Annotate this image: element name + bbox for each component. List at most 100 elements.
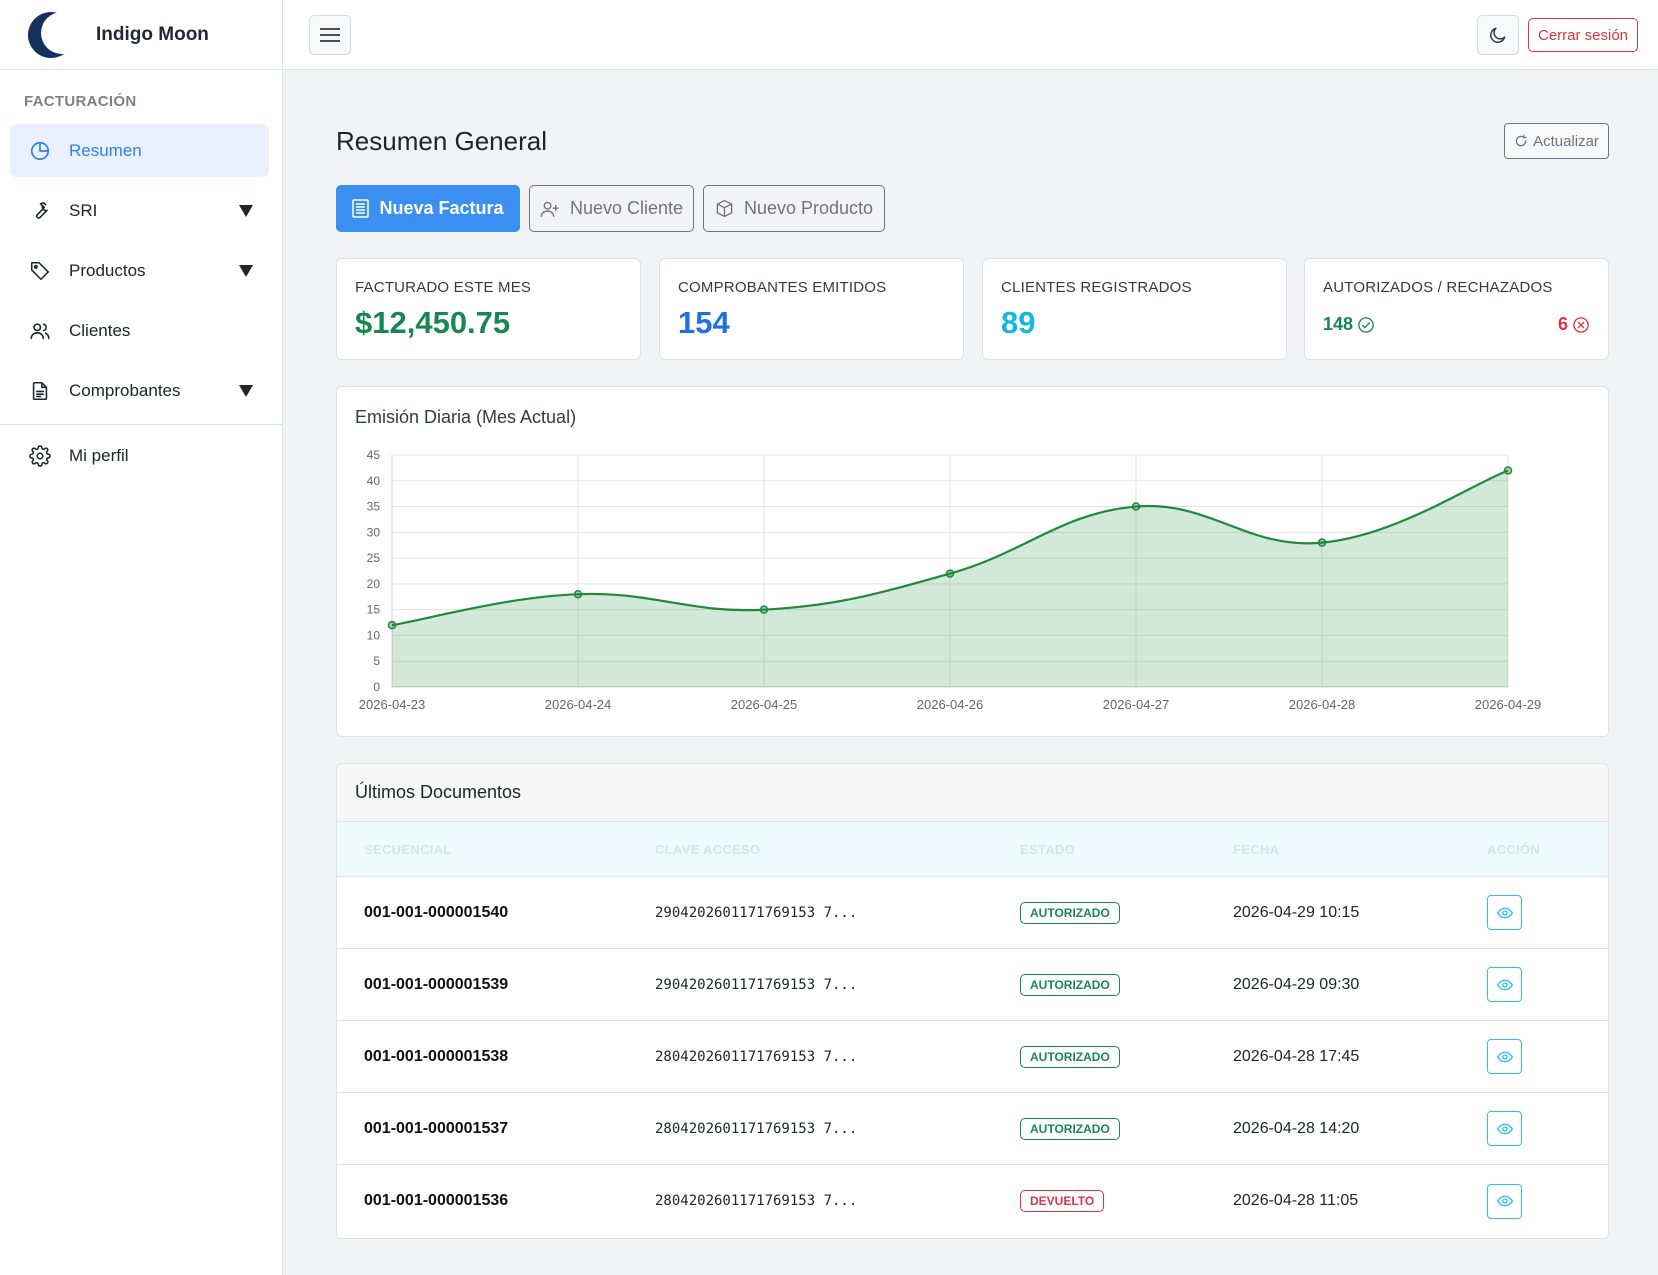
row-seq: 001-001-000001539	[364, 975, 509, 993]
stat-label: CLIENTES REGISTRADOS	[1001, 279, 1192, 296]
sidebar-item-resumen[interactable]: Resumen	[10, 124, 269, 177]
row-seq: 001-001-000001540	[364, 903, 509, 921]
view-button[interactable]	[1487, 895, 1522, 930]
table-row: 001-001-000001539 2904202601171769153 7.…	[337, 949, 1608, 1021]
page-title: Resumen General	[336, 126, 547, 156]
stat-card-issued: COMPROBANTES EMITIDOS 154	[659, 258, 964, 360]
new-product-button[interactable]: Nuevo Producto	[703, 185, 885, 232]
table-header: SECUENCIAL CLAVE ACCESO ESTADO FECHA ACC…	[337, 822, 1608, 877]
menu-toggle-button[interactable]	[309, 15, 351, 55]
caret-down-icon	[239, 204, 253, 217]
data-point	[945, 569, 955, 578]
header-key: CLAVE ACCESO	[655, 841, 761, 857]
row-seq: 001-001-000001538	[364, 1047, 509, 1065]
y-tick-label: 5	[373, 654, 380, 668]
x-tick-label: 2026-04-28	[1289, 697, 1356, 712]
row-seq: 001-001-000001536	[364, 1192, 509, 1209]
sidebar-item-label: Resumen	[69, 140, 142, 160]
view-button[interactable]	[1487, 1183, 1522, 1219]
stat-value: 89	[1001, 305, 1036, 340]
y-tick-label: 25	[367, 551, 381, 565]
x-tick-label: 2026-04-25	[731, 697, 798, 712]
new-product-label: Nuevo Producto	[743, 198, 874, 218]
table-row: 001-001-000001538 2804202601171769153 7.…	[337, 1021, 1608, 1093]
y-tick-label: 45	[367, 448, 381, 462]
table-row: 001-001-000001540 2904202601171769153 7.…	[337, 877, 1608, 949]
brand-name: Indigo Moon	[96, 23, 209, 45]
x-tick-label: 2026-04-29	[1475, 697, 1542, 712]
row-key: 2804202601171769153 7...	[655, 1048, 858, 1065]
y-tick-label: 30	[367, 525, 381, 539]
y-tick-label: 15	[367, 603, 381, 617]
chart-card: Emisión Diaria (Mes Actual) 0 5 10 15 20 25 30…	[336, 386, 1609, 737]
pie-chart-icon	[27, 138, 53, 164]
moon-logo-icon	[26, 10, 76, 60]
x-circle-icon	[1573, 316, 1589, 333]
sidebar-item-productos[interactable]: Productos	[10, 244, 269, 297]
row-key: 2804202601171769153 7...	[655, 1120, 858, 1137]
data-point	[1317, 538, 1327, 547]
header-status: ESTADO	[1020, 841, 1076, 857]
box-icon	[716, 199, 733, 218]
header-seq: SECUENCIAL	[364, 841, 452, 857]
view-button[interactable]	[1487, 1111, 1522, 1146]
x-tick-label: 2026-04-27	[1103, 697, 1170, 712]
y-tick-label: 0	[373, 680, 380, 694]
stat-label: AUTORIZADOS / RECHAZADOS	[1323, 279, 1553, 296]
latest-documents-card: Últimos Documentos SECUENCIAL CLAVE ACCE…	[336, 763, 1609, 1239]
new-client-label: Nuevo Cliente	[569, 198, 684, 218]
data-point	[1131, 502, 1141, 511]
stat-value: 154	[678, 305, 730, 340]
brand[interactable]: Indigo Moon	[0, 0, 282, 70]
sidebar-item-label: Productos	[69, 260, 146, 280]
row-key: 2804202601171769153 7...	[655, 1193, 858, 1209]
sidebar-item-label: Clientes	[69, 320, 131, 340]
stat-label: FACTURADO ESTE MES	[355, 279, 532, 296]
users-icon	[27, 318, 53, 344]
sidebar-section-title: FACTURACIÓN	[24, 93, 137, 110]
authorized-count: 148	[1323, 314, 1375, 335]
new-invoice-button[interactable]: Nueva Factura	[336, 185, 520, 232]
refresh-button[interactable]: Actualizar	[1504, 123, 1609, 159]
new-invoice-label: Nueva Factura	[379, 198, 504, 218]
moon-icon	[1490, 27, 1506, 43]
sidebar-item-sri[interactable]: SRI	[10, 184, 269, 237]
row-seq: 001-001-000001537	[364, 1119, 509, 1137]
topbar: Cerrar sesión	[283, 0, 1658, 70]
wrench-icon	[27, 198, 53, 224]
y-tick-label: 40	[367, 474, 381, 488]
sidebar-item-label: Comprobantes	[69, 380, 181, 400]
theme-toggle-button[interactable]	[1477, 15, 1519, 55]
area-fill	[392, 470, 1508, 687]
row-date: 2026-04-29 10:15	[1233, 903, 1360, 921]
rejected-count: 6	[1558, 314, 1590, 335]
new-client-button[interactable]: Nuevo Cliente	[529, 185, 694, 232]
status-badge: AUTORIZADO	[1020, 973, 1120, 996]
eye-icon	[1496, 1195, 1513, 1207]
x-tick-label: 2026-04-23	[359, 697, 426, 712]
sidebar-item-mi-perfil[interactable]: Mi perfil	[10, 429, 269, 482]
sidebar-item-clientes[interactable]: Clientes	[10, 304, 269, 357]
stat-card-clients: CLIENTES REGISTRADOS 89	[982, 258, 1287, 360]
row-date: 2026-04-28 11:05	[1233, 1192, 1359, 1209]
stat-card-auth: AUTORIZADOS / RECHAZADOS 148 6	[1304, 258, 1609, 360]
data-point	[387, 620, 397, 630]
logout-button[interactable]: Cerrar sesión	[1528, 18, 1638, 52]
status-badge: DEVUELTO	[1020, 1190, 1105, 1212]
table-row: 001-001-000001536 2804202601171769153 7.…	[337, 1165, 1608, 1237]
eye-icon	[1496, 1123, 1513, 1134]
refresh-label: Actualizar	[1533, 132, 1599, 150]
data-point	[759, 605, 769, 614]
sidebar-item-comprobantes[interactable]: Comprobantes	[10, 364, 269, 417]
check-circle-icon	[1358, 316, 1374, 333]
header-date: FECHA	[1233, 841, 1280, 857]
chart-title: Emisión Diaria (Mes Actual)	[355, 407, 577, 427]
view-button[interactable]	[1487, 1039, 1522, 1074]
sidebar-divider	[0, 424, 282, 425]
data-point	[573, 589, 583, 599]
view-button[interactable]	[1487, 967, 1522, 1002]
status-badge: AUTORIZADO	[1020, 1045, 1120, 1068]
table-row: 001-001-000001537 2804202601171769153 7.…	[337, 1093, 1608, 1165]
sidebar: Indigo Moon FACTURACIÓN Resumen SRI Prod…	[0, 0, 283, 1275]
user-plus-icon	[540, 201, 559, 217]
